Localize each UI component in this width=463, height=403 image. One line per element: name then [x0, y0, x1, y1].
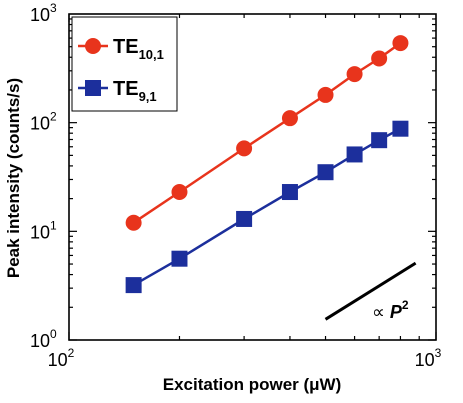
- data-point-square: [317, 164, 334, 181]
- slope-annotation-var: P: [390, 302, 403, 322]
- y-tick-label: 103: [30, 1, 57, 25]
- x-tick-exp: 3: [435, 346, 442, 360]
- data-point-square: [236, 210, 253, 227]
- legend-sub-te9: 9,1: [139, 89, 157, 104]
- legend: TE10,1 TE9,1: [71, 16, 178, 112]
- y-tick-label: 100: [30, 327, 57, 351]
- slope-annotation-exp: 2: [402, 298, 409, 312]
- plot-frame: [68, 13, 437, 341]
- y-tick-exp: 2: [50, 110, 57, 124]
- legend-name-te10: TE: [113, 36, 139, 58]
- y-tick-label: 102: [30, 110, 57, 134]
- y-tick-base: 10: [30, 5, 50, 25]
- legend-label-te9: TE9,1: [113, 78, 157, 104]
- data-point-square: [171, 250, 188, 267]
- y-tick-exp: 3: [50, 1, 57, 15]
- x-tick-exp: 2: [68, 346, 75, 360]
- x-tick-label: 103: [415, 346, 442, 370]
- data-point-circle: [371, 50, 388, 67]
- y-tick-base: 10: [30, 114, 50, 134]
- data-point-circle: [125, 214, 142, 231]
- data-point-square: [346, 146, 363, 163]
- data-point-square: [392, 120, 409, 137]
- legend-entry-te9: TE9,1: [78, 78, 157, 104]
- y-axis-label: Peak intensity (counts/s): [4, 78, 23, 278]
- x-tick-base: 10: [415, 350, 435, 370]
- data-point-circle: [392, 35, 409, 52]
- y-tick-exp: 1: [50, 218, 57, 232]
- slope-annotation-prefix: ∝: [372, 302, 390, 322]
- slope-annotation-label: ∝ P2: [372, 298, 409, 322]
- data-point-circle: [236, 140, 253, 157]
- data-point-circle: [317, 86, 334, 103]
- legend-entry-te10: TE10,1: [78, 36, 164, 62]
- y-tick-label: 101: [30, 218, 57, 242]
- x-axis-label: Excitation power (μW): [163, 375, 342, 394]
- legend-sub-te10: 10,1: [139, 47, 164, 62]
- slope-reference-line: [324, 261, 417, 321]
- data-point-square: [281, 184, 298, 201]
- x-tick-base: 10: [48, 350, 68, 370]
- x-tick-label: 102: [48, 346, 75, 370]
- y-tick-base: 10: [30, 222, 50, 242]
- y-tick-exp: 0: [50, 327, 57, 341]
- data-marks: [125, 35, 409, 294]
- legend-label-te10: TE10,1: [113, 36, 164, 62]
- data-point-circle: [171, 184, 188, 201]
- data-point-square: [371, 132, 388, 149]
- legend-marker-te9: [85, 80, 101, 96]
- legend-name-te9: TE: [113, 78, 139, 100]
- data-point-circle: [281, 110, 298, 127]
- y-tick-base: 10: [30, 331, 50, 351]
- legend-marker-te10: [85, 38, 101, 54]
- data-point-square: [125, 277, 142, 294]
- data-point-circle: [346, 66, 363, 83]
- slope-annotation: ∝ P2: [324, 261, 417, 322]
